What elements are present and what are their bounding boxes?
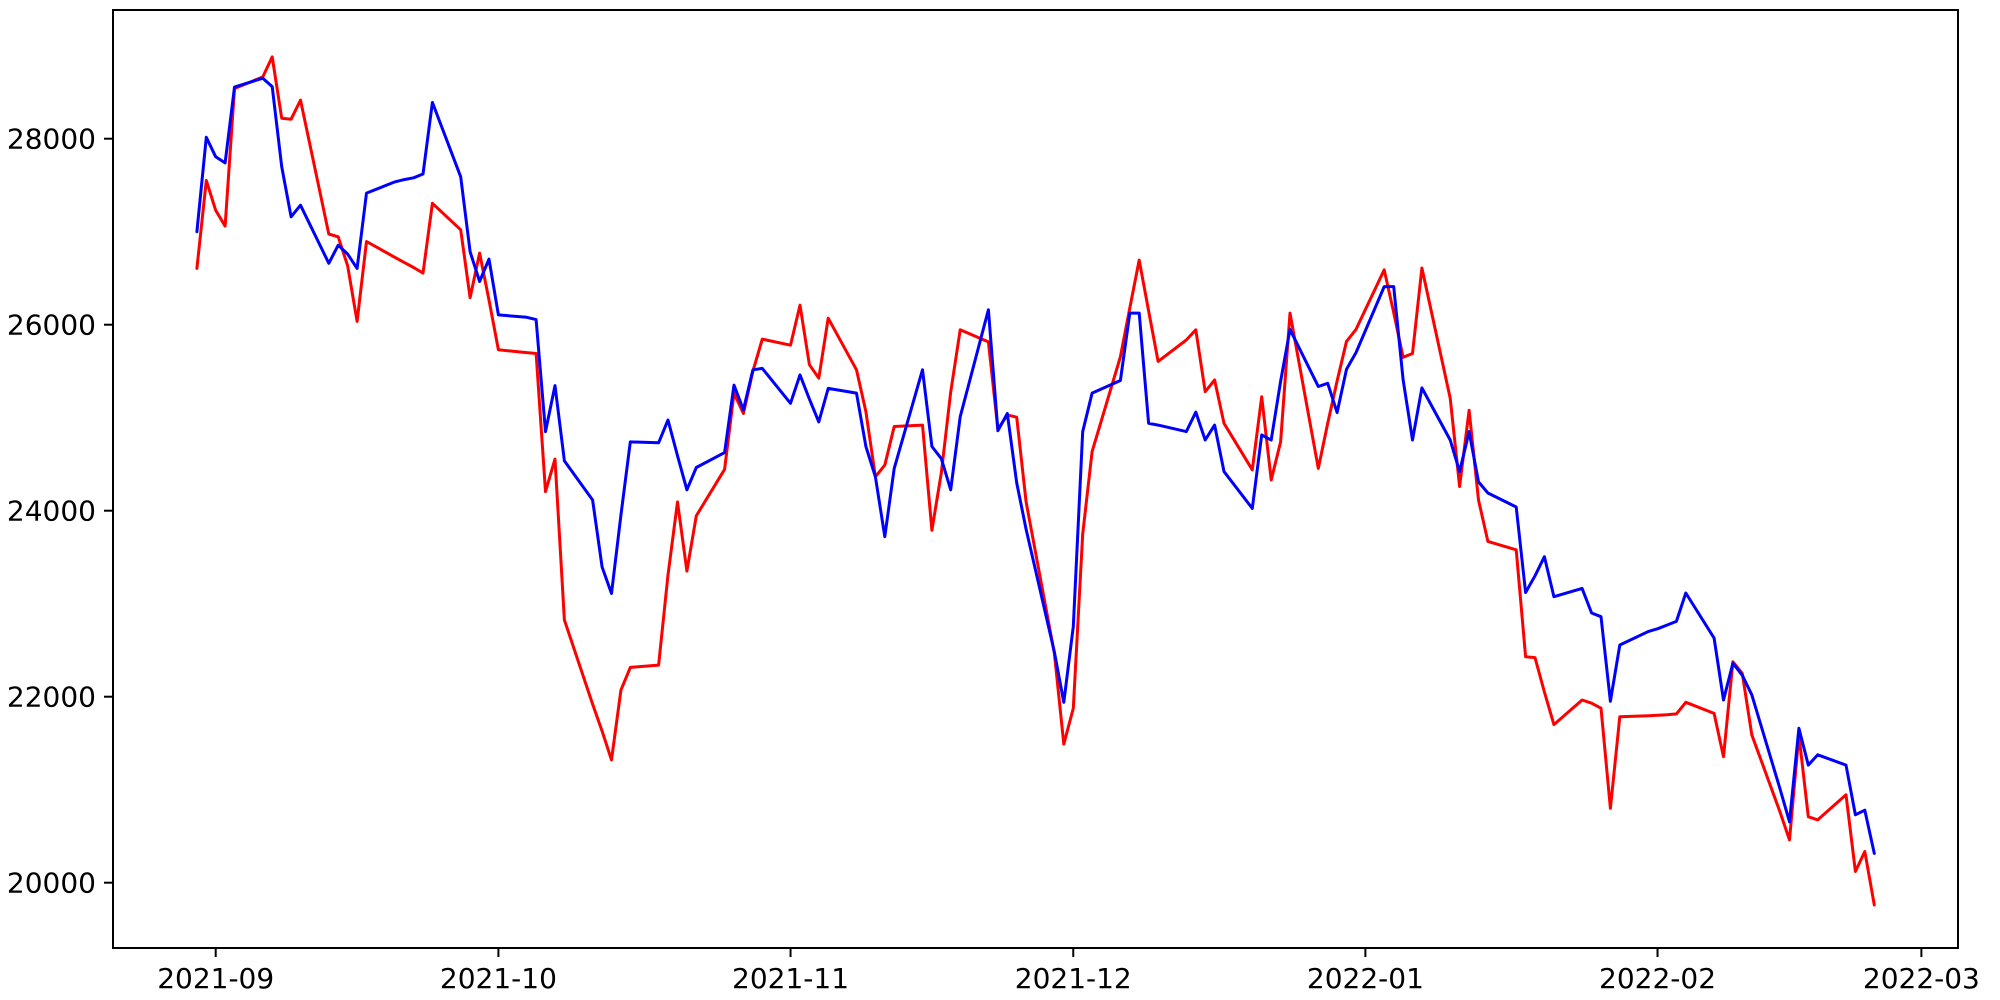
red-series-line: [195, 55, 1876, 907]
y-axis: 20000 22000 24000 26000 28000: [7, 123, 113, 900]
blue-series-line: [195, 76, 1876, 855]
x-tick-label: 2021-11: [732, 962, 849, 995]
x-axis: 2021-09 2021-10 2021-11 2021-12 2022-01 2022-…: [157, 948, 1980, 995]
plot-area-border: [112, 9, 1959, 949]
y-tick-label: 26000: [7, 309, 96, 342]
x-tick-label: 2022-02: [1599, 962, 1716, 995]
y-tick-label: 28000: [7, 123, 96, 156]
x-tick-label: 2021-10: [440, 962, 557, 995]
series-lines: [195, 55, 1876, 907]
x-tick-label: 2022-03: [1863, 962, 1980, 995]
y-tick-label: 22000: [7, 681, 96, 714]
x-tick-label: 2022-01: [1307, 962, 1424, 995]
x-tick-label: 2021-09: [157, 962, 274, 995]
x-tick-label: 2021-12: [1015, 962, 1132, 995]
y-tick-label: 24000: [7, 495, 96, 528]
y-tick-label: 20000: [7, 867, 96, 900]
